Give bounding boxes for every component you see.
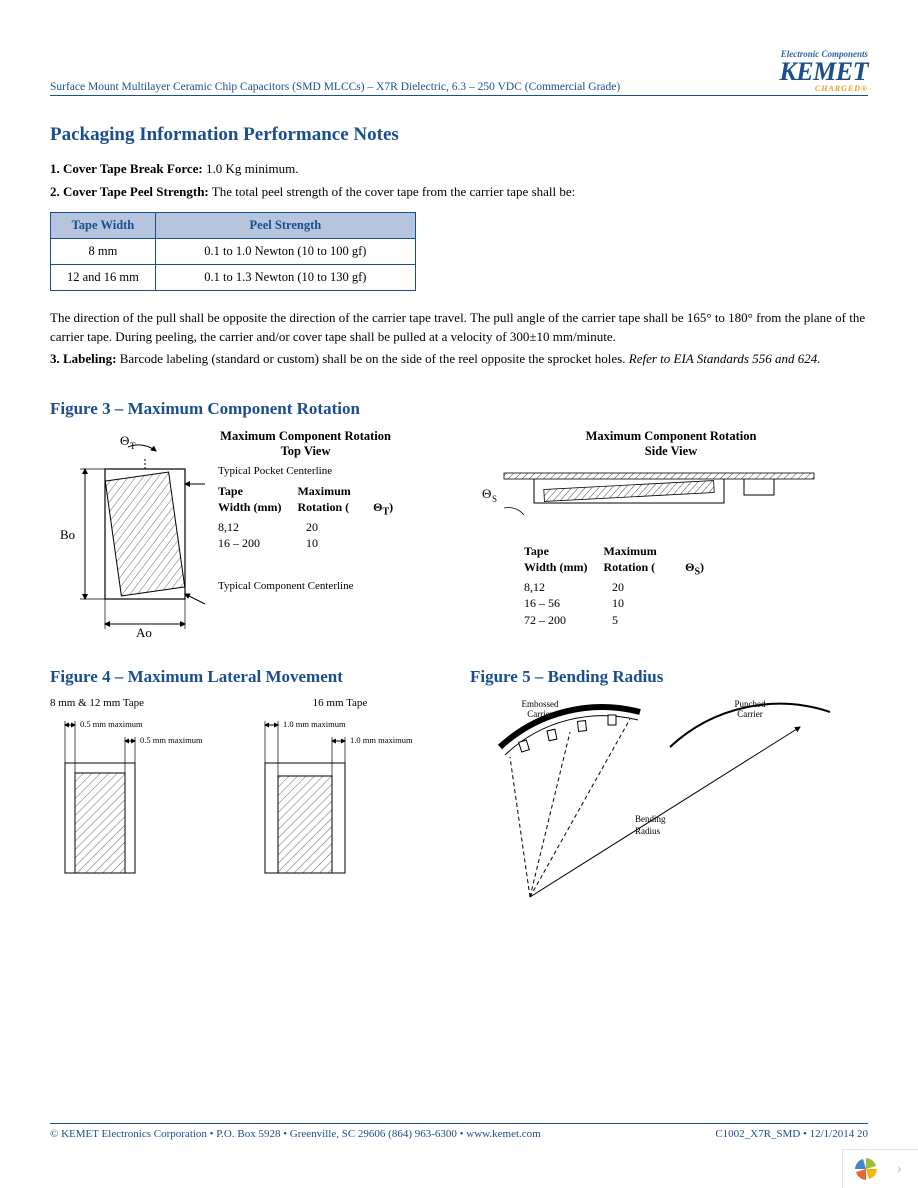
svg-text:Radius: Radius xyxy=(635,826,660,836)
table-row: 12 and 16 mm 0.1 to 1.3 Newton (10 to 13… xyxy=(51,264,416,290)
figure-5: Figure 5 – Bending Radius xyxy=(470,667,870,911)
fig4-tape-a-label: 8 mm & 12 mm Tape xyxy=(50,697,220,709)
note-3-label: 3. Labeling: xyxy=(50,351,116,366)
table-row: 8 mm 0.1 to 1.0 Newton (10 to 100 gf) xyxy=(51,238,416,264)
fig3-right-table: Tape Width (mm) Maximum Rotation ( ΘS) 8… xyxy=(524,543,868,628)
figure-4: Figure 4 – Maximum Lateral Movement 8 mm… xyxy=(50,667,430,911)
section-title: Packaging Information Performance Notes xyxy=(50,124,868,146)
peel-cell: 0.1 to 1.0 Newton (10 to 100 gf) xyxy=(155,238,415,264)
chevron-right-icon[interactable]: › xyxy=(891,1160,908,1178)
note-2-label: 2. Cover Tape Peel Strength: xyxy=(50,184,209,199)
component-centerline-label: Typical Component Centerline xyxy=(218,580,393,592)
note-1-label: 1. Cover Tape Break Force: xyxy=(50,161,203,176)
dim-label: 1.0 mm maximum xyxy=(350,735,413,745)
figure-4-title: Figure 4 – Maximum Lateral Movement xyxy=(50,667,430,687)
dim-label: 0.5 mm maximum xyxy=(80,719,143,729)
peel-cell: 12 and 16 mm xyxy=(51,264,156,290)
logo: Electronic Components KEMET CHARGED® xyxy=(779,50,868,93)
notes-block: 1. Cover Tape Break Force: 1.0 Kg minimu… xyxy=(50,160,868,202)
figure-3-top-view: Θ T Bo Ao Maximum Componen xyxy=(50,429,444,639)
corner-widget[interactable]: › xyxy=(842,1149,918,1188)
logo-tagline-bottom: CHARGED® xyxy=(779,85,868,93)
fig3-top-caption: Maximum Component RotationTop View xyxy=(218,429,393,459)
direction-paragraph: The direction of the pull shall be oppos… xyxy=(50,309,868,347)
svg-text:Embossed: Embossed xyxy=(522,699,559,709)
fig3-side-caption: Maximum Component RotationSide View xyxy=(474,429,868,459)
figure-3-title: Figure 3 – Maximum Component Rotation xyxy=(50,399,868,419)
pinwheel-icon xyxy=(853,1156,879,1182)
svg-text:Θ: Θ xyxy=(120,433,129,448)
note-3-value-a: Barcode labeling (standard or custom) sh… xyxy=(120,351,629,366)
fig4-tape-b: 16 mm Tape 1.0 mm maximum 1.0 mm maximum xyxy=(250,697,430,887)
note-2-value: The total peel strength of the cover tap… xyxy=(212,184,575,199)
page-header: Surface Mount Multilayer Ceramic Chip Ca… xyxy=(50,50,868,96)
note-3: 3. Labeling: Barcode labeling (standard … xyxy=(50,350,868,369)
footer-left: © KEMET Electronics Corporation • P.O. B… xyxy=(50,1128,541,1140)
svg-text:Ao: Ao xyxy=(136,625,152,639)
svg-text:Bending: Bending xyxy=(635,814,666,824)
note-3-value-b: Refer to EIA Standards 556 and 624. xyxy=(629,351,821,366)
svg-text:Punched: Punched xyxy=(735,699,766,709)
page-footer: © KEMET Electronics Corporation • P.O. B… xyxy=(50,1123,868,1140)
figure-3: Θ T Bo Ao Maximum Componen xyxy=(50,429,868,639)
fig3-side-svg: ΘS xyxy=(474,463,834,533)
peel-cell: 0.1 to 1.3 Newton (10 to 130 gf) xyxy=(155,264,415,290)
svg-text:Carrier: Carrier xyxy=(527,709,552,719)
svg-text:S: S xyxy=(492,494,497,504)
peel-th-width: Tape Width xyxy=(51,212,156,238)
para-text: The direction of the pull shall be oppos… xyxy=(50,310,865,344)
header-title: Surface Mount Multilayer Ceramic Chip Ca… xyxy=(50,81,620,93)
fig4-tape-a: 8 mm & 12 mm Tape xyxy=(50,697,220,887)
dim-label: 1.0 mm maximum xyxy=(283,719,346,729)
fig4-tape-b-label: 16 mm Tape xyxy=(250,697,430,709)
fig3-left-table: Tape Width (mm) Maximum Rotation ( ΘT) 8… xyxy=(218,483,393,551)
peel-cell: 8 mm xyxy=(51,238,156,264)
logo-main: KEMET xyxy=(779,59,868,85)
svg-text:Bo: Bo xyxy=(60,527,75,542)
peel-strength-table: Tape Width Peel Strength 8 mm 0.1 to 1.0… xyxy=(50,212,416,291)
pocket-centerline-label: Typical Pocket Centerline xyxy=(218,465,393,477)
figures-4-5: Figure 4 – Maximum Lateral Movement 8 mm… xyxy=(50,667,868,911)
footer-right: C1002_X7R_SMD • 12/1/2014 20 xyxy=(715,1128,868,1140)
svg-text:T: T xyxy=(130,441,136,451)
svg-text:Θ: Θ xyxy=(482,486,491,501)
figure-3-side-view: Maximum Component RotationSide View xyxy=(474,429,868,639)
dim-label: 0.5 mm maximum xyxy=(140,735,203,745)
figure-5-title: Figure 5 – Bending Radius xyxy=(470,667,870,687)
fig3-top-svg: Θ T Bo Ao xyxy=(50,429,210,639)
fig5-svg: Embossed Carrier Punched Carrier Bending… xyxy=(470,697,870,907)
note-1-value: 1.0 Kg minimum. xyxy=(206,161,298,176)
peel-th-strength: Peel Strength xyxy=(155,212,415,238)
svg-text:Carrier: Carrier xyxy=(737,709,762,719)
